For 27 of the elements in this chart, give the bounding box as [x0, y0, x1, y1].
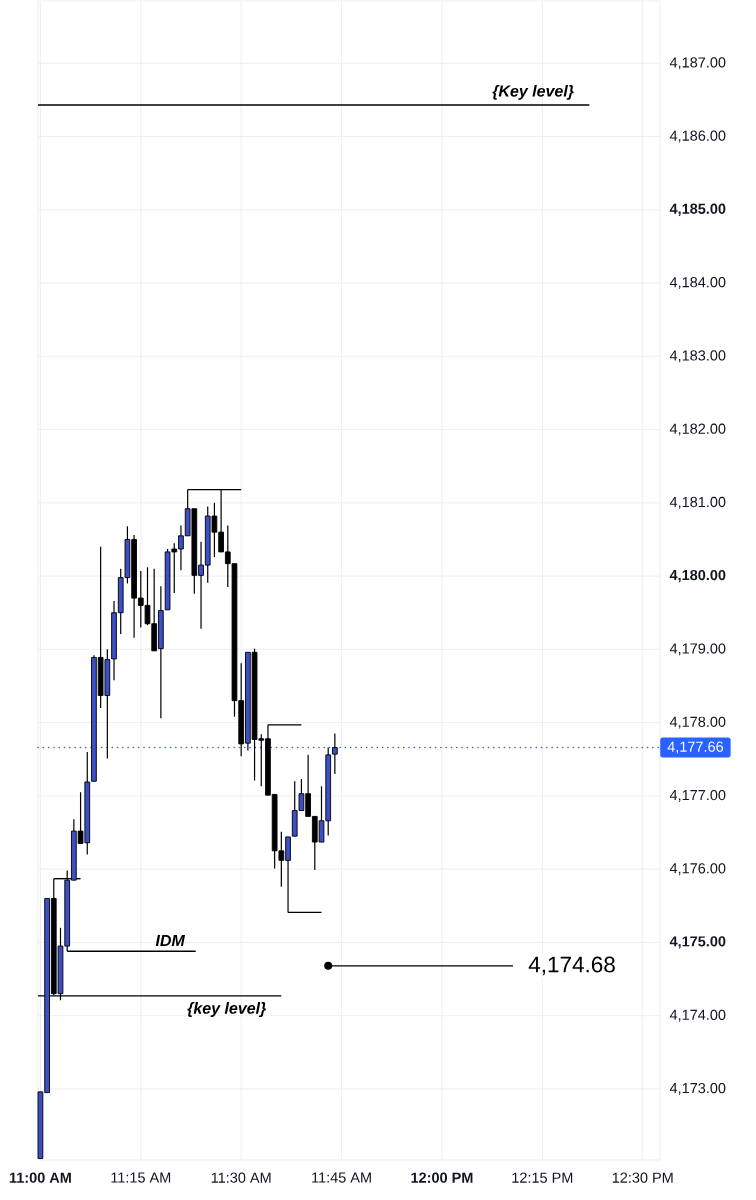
y-tick-label: 4,176.00 — [669, 863, 726, 876]
x-tick-label: 11:30 AM — [211, 1172, 271, 1183]
x-tick-label: 12:15 PM — [512, 1172, 573, 1183]
y-tick-label: 4,173.00 — [669, 1082, 726, 1095]
y-tick-label: 4,180.00 — [669, 569, 726, 583]
annotation: IDM — [155, 934, 186, 946]
y-tick-label: 4,184.00 — [669, 277, 726, 290]
x-tick-label: 12:30 PM — [612, 1172, 673, 1183]
y-tick-label: 4,182.00 — [669, 423, 726, 436]
y-tick-label: 4,179.00 — [669, 643, 726, 656]
y-tick-label: 4,177.00 — [669, 789, 726, 802]
y-tick-label: 4,178.00 — [669, 716, 726, 729]
x-tick-label: 11:15 AM — [111, 1172, 171, 1183]
x-tick-label: 12:00 PM — [411, 1172, 473, 1183]
x-tick-label: 11:45 AM — [312, 1172, 371, 1183]
annotation: {key level} — [187, 1002, 267, 1018]
x-tick-label: 11:00 AM — [9, 1172, 71, 1183]
y-tick-label: 4,183.00 — [669, 350, 726, 363]
y-tick-label: 4,185.00 — [669, 203, 726, 216]
ref-line-label: 4,177.66 — [667, 741, 724, 754]
y-tick-label: 4,187.00 — [669, 57, 726, 70]
y-tick-label: 4,175.00 — [669, 936, 726, 949]
y-tick-label: 4,186.00 — [669, 130, 726, 143]
annotation: {Key level} — [492, 84, 574, 100]
y-tick-label: 4,174.00 — [669, 1009, 726, 1022]
y-tick-label: 4,181.00 — [669, 496, 726, 509]
annotation: 4,174.68 — [528, 956, 615, 976]
